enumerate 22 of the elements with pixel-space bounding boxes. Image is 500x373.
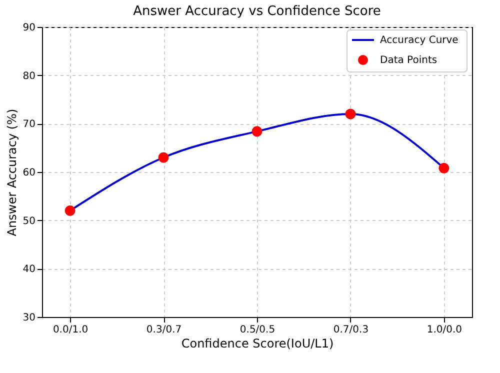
- point: [252, 126, 262, 137]
- y-tick-label: 40: [22, 264, 36, 276]
- y-tick-label: 50: [22, 216, 36, 227]
- y-tick-label: 60: [22, 168, 36, 178]
- point: [345, 108, 356, 120]
- y-tick-label: 30: [22, 312, 36, 324]
- point: [438, 162, 450, 174]
- chart-title: Answer Accuracy vs Confidence Score: [133, 4, 381, 19]
- point: [158, 152, 169, 163]
- y-tick-label: 70: [22, 119, 36, 130]
- x-tick-label: 0.7/0.3: [333, 324, 369, 336]
- x-tick-label: 0.5/0.5: [240, 324, 276, 336]
- y-tick-label: 90: [22, 22, 36, 34]
- y-axis-title: Answer Accuracy (%): [4, 108, 19, 236]
- legend-label: Accuracy Curve: [380, 35, 458, 46]
- x-axis-title: Confidence Score(IoU/L1): [181, 336, 334, 350]
- x-tick-label: 0.3/0.7: [146, 324, 182, 336]
- x-tick-label: 1.0/0.0: [426, 324, 462, 336]
- y-tick-label: 80: [22, 70, 36, 82]
- x-tick-label: 0.0/1.0: [52, 324, 88, 336]
- legend-label: Data Points: [380, 55, 438, 66]
- point: [64, 205, 76, 216]
